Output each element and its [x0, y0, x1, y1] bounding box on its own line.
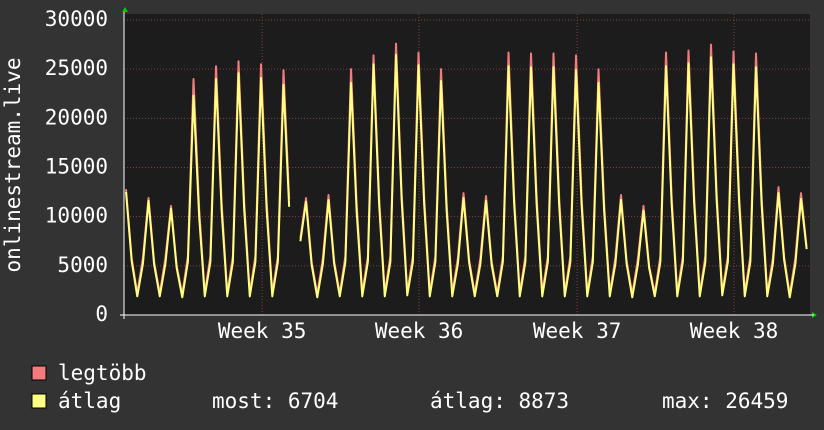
stat-label: max:	[662, 389, 713, 413]
y-tick-label: 30000	[45, 7, 108, 31]
stat-label: most:	[212, 389, 275, 413]
y-tick-label: 25000	[45, 56, 108, 80]
stat-value: 6704	[288, 389, 339, 413]
legend-swatch	[31, 365, 47, 381]
x-tick-label: Week 36	[375, 319, 464, 343]
y-tick-label: 0	[95, 302, 108, 326]
y-tick-label: 20000	[45, 105, 108, 129]
y-tick-label: 5000	[57, 253, 108, 277]
y-tick-label: 10000	[45, 204, 108, 228]
legend-label: legtöbb	[58, 361, 147, 385]
stat-value: 8873	[518, 389, 569, 413]
stat-label: átlag:	[430, 389, 506, 413]
x-tick-label: Week 35	[218, 319, 307, 343]
series-line	[299, 53, 808, 299]
legend-swatch	[31, 393, 47, 409]
series-line	[125, 72, 291, 299]
x-tick-label: Week 38	[690, 319, 779, 343]
y-axis-label: onlinestream.live	[1, 58, 25, 273]
axis-arrow	[122, 7, 128, 12]
y-tick-label: 15000	[45, 155, 108, 179]
axis-arrow	[812, 312, 817, 318]
x-tick-label: Week 37	[533, 319, 622, 343]
legend-label: átlag	[58, 389, 121, 413]
stat-value: 26459	[725, 389, 788, 413]
